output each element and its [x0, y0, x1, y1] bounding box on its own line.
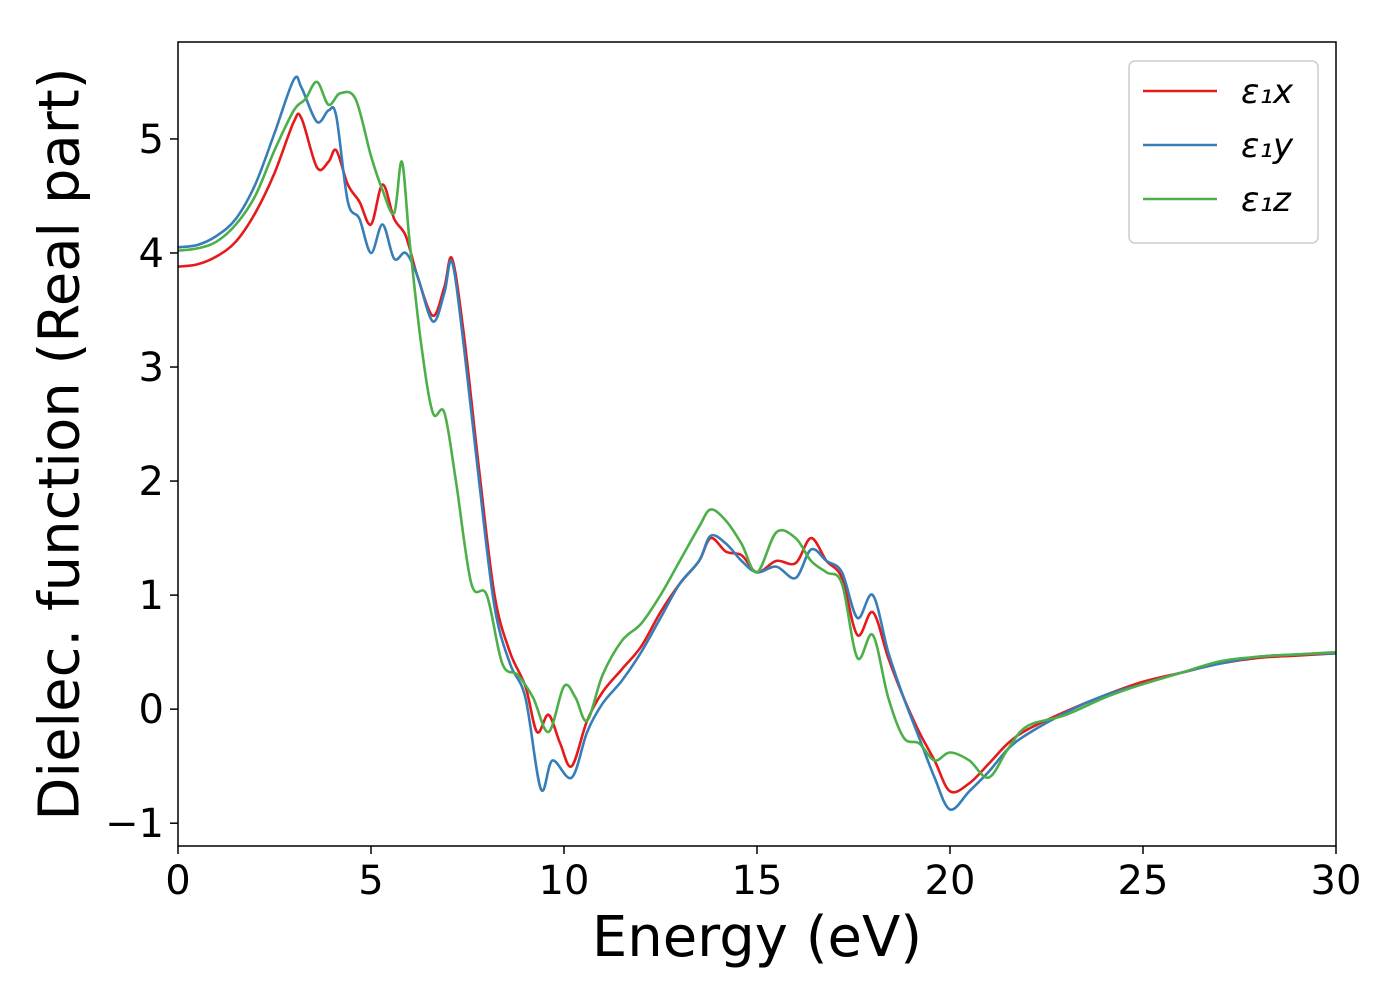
- x-tick-label: 30: [1311, 858, 1362, 904]
- y-tick-label: 0: [139, 687, 164, 733]
- y-tick-label: 4: [139, 231, 164, 277]
- x-tick-label: 15: [732, 858, 783, 904]
- x-axis-ticks: 0 5 10 15 20 25 30: [165, 846, 1361, 904]
- series-line-1: [178, 75, 1336, 811]
- series-layer: [178, 75, 1336, 811]
- series-line-0: [178, 112, 1336, 794]
- y-axis-label: Dielec. function (Real part): [28, 67, 93, 820]
- y-tick-label: 1: [139, 573, 164, 619]
- y-axis-ticks: −1 0 1 2 3 4 5: [105, 117, 178, 847]
- series-line-2: [178, 80, 1336, 779]
- legend-label-2: ε₁z: [1241, 180, 1292, 220]
- x-tick-label: 25: [1118, 858, 1169, 904]
- y-tick-label: 3: [139, 345, 164, 391]
- y-tick-label: 5: [139, 117, 164, 163]
- x-tick-label: 5: [358, 858, 383, 904]
- legend-box: [1128, 60, 1319, 244]
- y-tick-label: 2: [139, 459, 164, 505]
- x-tick-label: 10: [539, 858, 590, 904]
- y-tick-label: −1: [105, 801, 164, 847]
- x-tick-label: 20: [925, 858, 976, 904]
- x-tick-label: 0: [165, 858, 190, 904]
- legend-label-1: ε₁y: [1241, 126, 1294, 166]
- legend: ε₁x ε₁y ε₁z: [1128, 60, 1319, 244]
- legend-label-0: ε₁x: [1241, 72, 1294, 112]
- x-axis-label: Energy (eV): [592, 905, 922, 970]
